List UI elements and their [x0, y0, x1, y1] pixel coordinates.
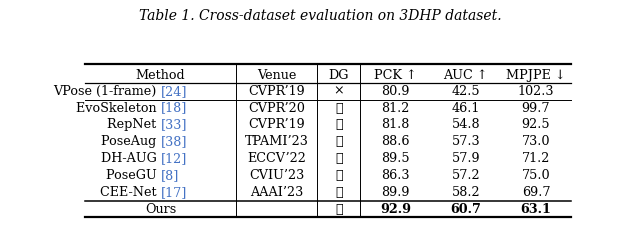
Text: MPJPE ↓: MPJPE ↓	[506, 69, 566, 82]
Text: CEE-Net [17]: CEE-Net [17]	[117, 186, 204, 199]
Text: ECCV’22: ECCV’22	[247, 152, 306, 165]
Text: [17]: [17]	[161, 186, 187, 199]
Text: PoseGU [8]: PoseGU [8]	[124, 169, 197, 182]
Text: CVPR’19: CVPR’19	[248, 85, 305, 98]
Text: ✓: ✓	[335, 169, 342, 182]
Text: ✓: ✓	[335, 118, 342, 131]
Text: 54.8: 54.8	[451, 118, 480, 131]
Text: 69.7: 69.7	[522, 186, 550, 199]
Text: AAAI’23: AAAI’23	[250, 186, 303, 199]
Text: VPose (1-frame) [24]: VPose (1-frame) [24]	[93, 85, 227, 98]
Text: ✓: ✓	[335, 102, 342, 114]
Text: [8]: [8]	[161, 169, 179, 182]
Text: 89.5: 89.5	[381, 152, 410, 165]
Text: VPose (1-frame): VPose (1-frame)	[53, 85, 161, 98]
Text: 46.1: 46.1	[452, 102, 480, 114]
Text: ✓: ✓	[335, 203, 342, 215]
Text: CVPR’20: CVPR’20	[248, 102, 305, 114]
Text: PoseAug: PoseAug	[101, 135, 161, 148]
Text: 92.5: 92.5	[522, 118, 550, 131]
Text: [38]: [38]	[161, 135, 187, 148]
Text: 88.6: 88.6	[381, 135, 410, 148]
Text: EvoSkeleton: EvoSkeleton	[76, 102, 161, 114]
Text: 58.2: 58.2	[451, 186, 480, 199]
Text: PCK ↑: PCK ↑	[374, 69, 417, 82]
Text: 86.3: 86.3	[381, 169, 410, 182]
Text: ✓: ✓	[335, 135, 342, 148]
Text: 99.7: 99.7	[522, 102, 550, 114]
Text: [24]: [24]	[161, 85, 187, 98]
Text: Venue: Venue	[257, 69, 296, 82]
Text: 81.8: 81.8	[381, 118, 410, 131]
Text: EvoSkeleton [18]: EvoSkeleton [18]	[105, 102, 216, 114]
Text: 102.3: 102.3	[518, 85, 554, 98]
Text: ×: ×	[333, 85, 344, 98]
Text: PoseAug [38]: PoseAug [38]	[118, 135, 204, 148]
Text: ✓: ✓	[335, 186, 342, 199]
Text: RepNet: RepNet	[108, 118, 161, 131]
Text: RepNet [33]: RepNet [33]	[121, 118, 200, 131]
Text: Table 1. Cross-dataset evaluation on 3DHP dataset.: Table 1. Cross-dataset evaluation on 3DH…	[139, 9, 501, 24]
Text: CEE-Net: CEE-Net	[100, 186, 161, 199]
Text: PoseGU: PoseGU	[106, 169, 161, 182]
Text: DH-AUG [12]: DH-AUG [12]	[118, 152, 204, 165]
Text: 81.2: 81.2	[381, 102, 410, 114]
Text: [18]: [18]	[161, 102, 187, 114]
Text: Ours: Ours	[145, 203, 176, 215]
Text: 71.2: 71.2	[522, 152, 550, 165]
Text: Method: Method	[136, 69, 186, 82]
Text: 63.1: 63.1	[520, 203, 552, 215]
Text: 57.2: 57.2	[451, 169, 480, 182]
Text: ✓: ✓	[335, 152, 342, 165]
Text: [33]: [33]	[161, 118, 187, 131]
Text: 89.9: 89.9	[381, 186, 410, 199]
Text: CVIU’23: CVIU’23	[249, 169, 304, 182]
Text: [12]: [12]	[161, 152, 187, 165]
Text: 92.9: 92.9	[380, 203, 411, 215]
Text: DH-AUG: DH-AUG	[100, 152, 161, 165]
Text: 73.0: 73.0	[522, 135, 550, 148]
Text: 42.5: 42.5	[451, 85, 480, 98]
Text: 60.7: 60.7	[451, 203, 481, 215]
Text: CVPR’19: CVPR’19	[248, 118, 305, 131]
Text: DG: DG	[328, 69, 349, 82]
Text: TPAMI’23: TPAMI’23	[244, 135, 308, 148]
Text: 80.9: 80.9	[381, 85, 410, 98]
Text: AUC ↑: AUC ↑	[444, 69, 488, 82]
Text: 75.0: 75.0	[522, 169, 550, 182]
Text: 57.3: 57.3	[451, 135, 480, 148]
Text: 57.9: 57.9	[451, 152, 480, 165]
